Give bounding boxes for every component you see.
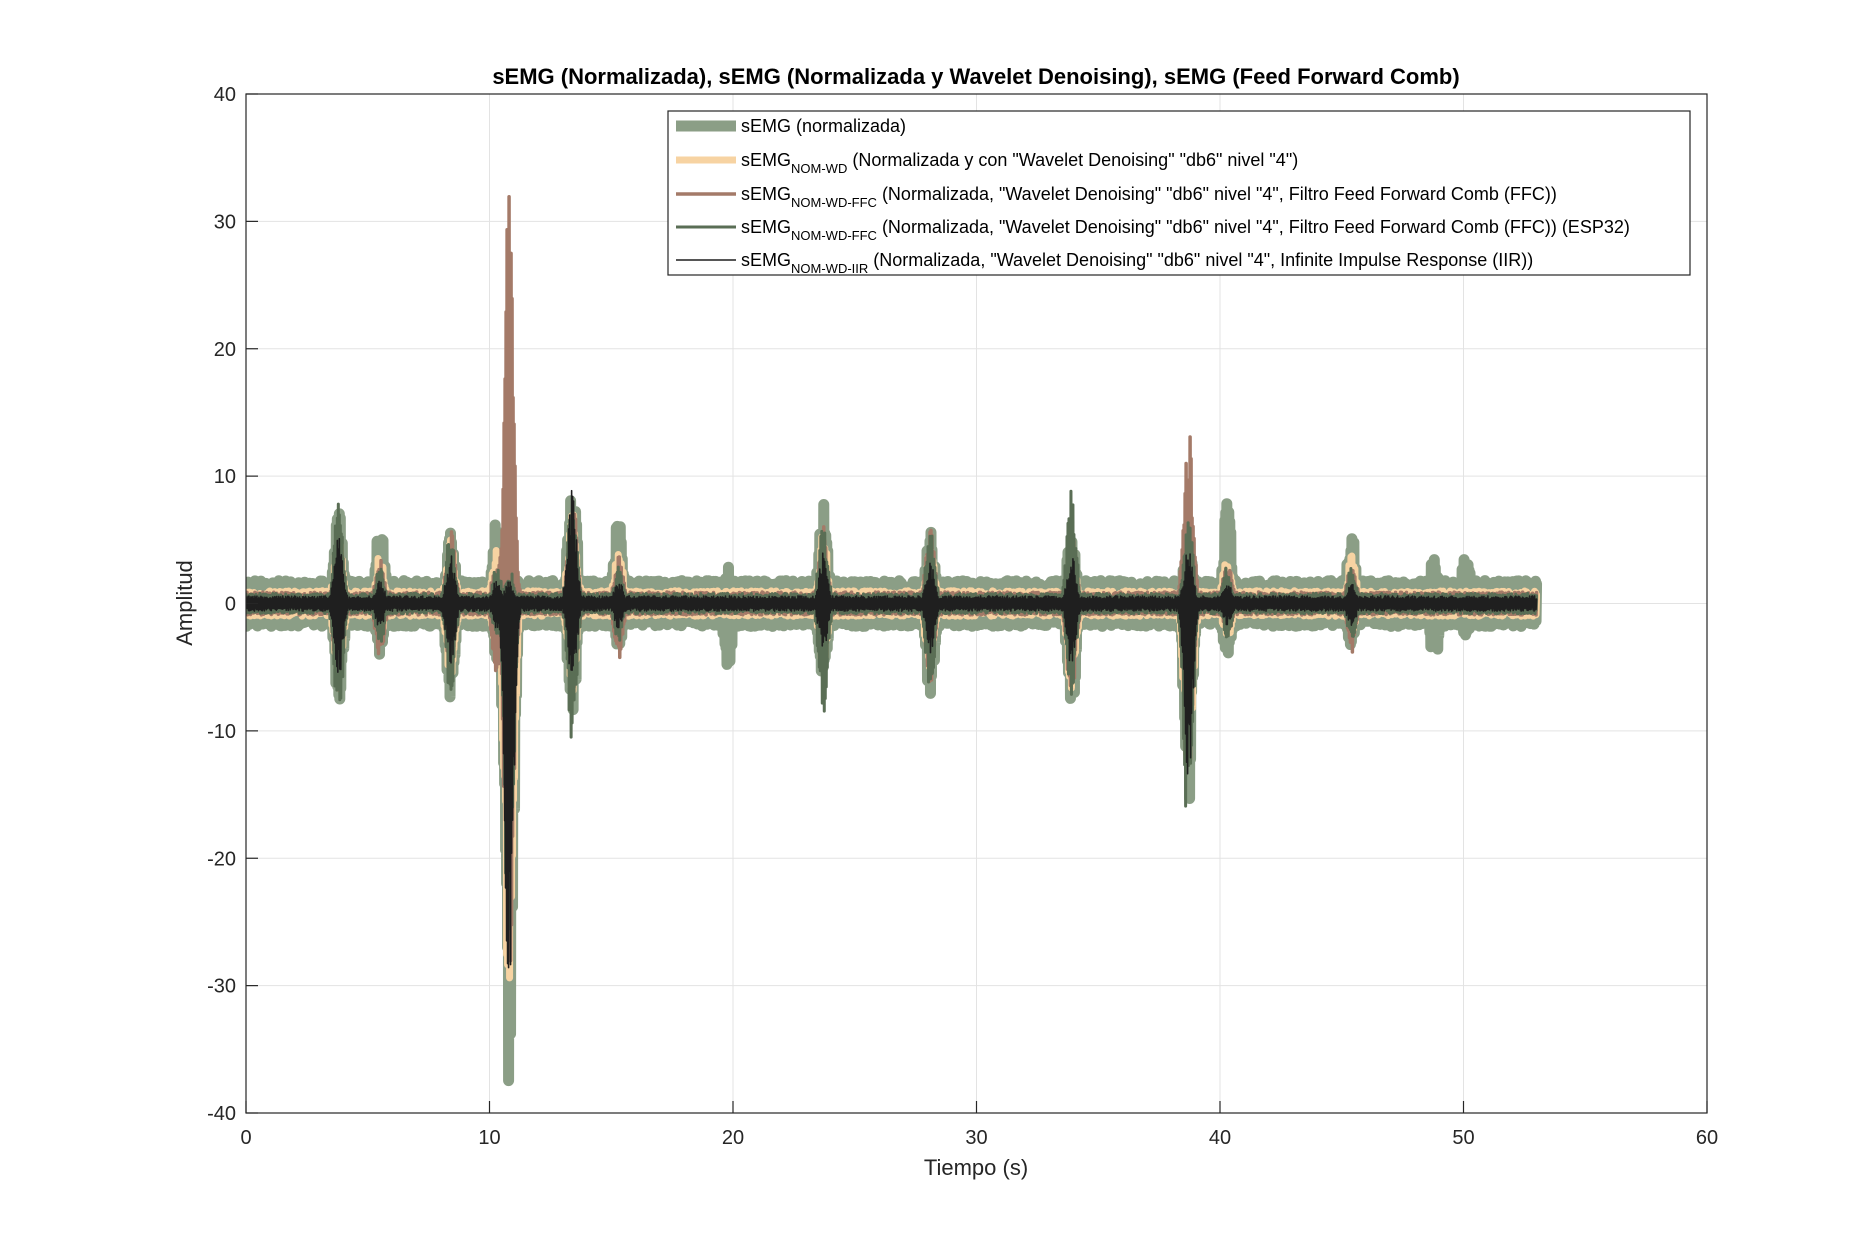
legend-entry-4: sEMGNOM-WD-IIR (Normalizada, "Wavelet De… — [741, 250, 1533, 276]
x-tick-label: 10 — [478, 1127, 500, 1149]
legend: sEMG (normalizada) sEMGNOM-WD (Normalizad… — [667, 110, 1691, 276]
series-clip-group — [246, 194, 1543, 1087]
x-tick-label: 20 — [722, 1127, 744, 1149]
legend-entry-3: sEMGNOM-WD-FFC (Normalizada, "Wavelet De… — [741, 217, 1630, 243]
y-axis-label: Amplitud — [172, 560, 197, 646]
series-line-4 — [246, 489, 1538, 969]
legend-entry-0: sEMG (normalizada) — [741, 116, 906, 136]
x-axis-label: Tiempo (s) — [924, 1155, 1028, 1180]
x-tick-label: 0 — [240, 1127, 251, 1149]
y-tick-label: -30 — [207, 976, 236, 998]
x-tick-label: 60 — [1696, 1127, 1718, 1149]
y-tick-label: 30 — [214, 211, 236, 233]
y-tick-label: 10 — [214, 466, 236, 488]
x-tick-label: 50 — [1452, 1127, 1474, 1149]
legend-entry-2: sEMGNOM-WD-FFC (Normalizada, "Wavelet De… — [741, 184, 1557, 210]
y-tick-label: -40 — [207, 1103, 236, 1125]
y-tick-label: 20 — [214, 339, 236, 361]
series-group — [246, 194, 1543, 1087]
x-tick-label: 30 — [965, 1127, 987, 1149]
y-tick-label: -20 — [207, 848, 236, 870]
chart-title: sEMG (Normalizada), sEMG (Normalizada y … — [492, 64, 1459, 89]
y-tick-label: 0 — [225, 594, 236, 616]
x-tick-label: 40 — [1209, 1127, 1231, 1149]
y-tick-label: -10 — [207, 721, 236, 743]
legend-entry-1: sEMGNOM-WD (Normalizada y con "Wavelet D… — [741, 150, 1298, 176]
legend-box — [667, 110, 1691, 276]
axes: 0 10 20 30 40 50 60 -40 -30 -20 -10 0 10 20 30 40 — [207, 84, 1718, 1149]
y-tick-label: 40 — [214, 84, 236, 106]
